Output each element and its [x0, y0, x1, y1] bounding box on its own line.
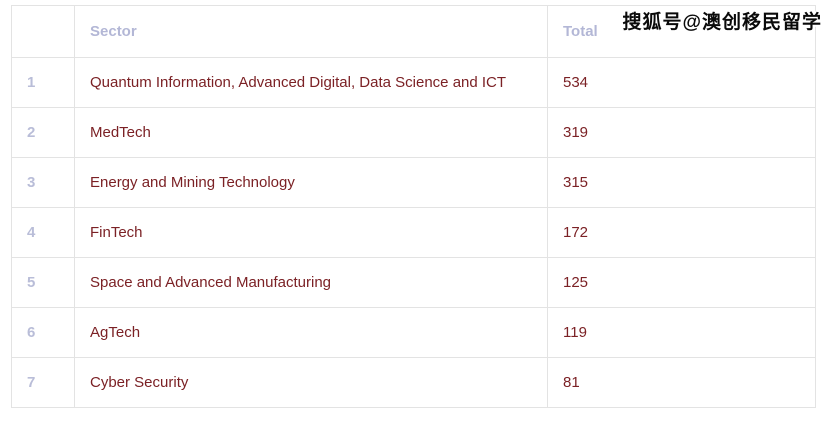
rank-cell: 4	[11, 207, 75, 258]
table-row: 5 Space and Advanced Manufacturing 125	[11, 257, 816, 308]
table-row: 6 AgTech 119	[11, 307, 816, 358]
sector-cell: Quantum Information, Advanced Digital, D…	[74, 57, 548, 108]
rank-cell: 5	[11, 257, 75, 308]
sector-cell: Cyber Security	[74, 357, 548, 408]
total-cell: 315	[547, 157, 816, 208]
sector-cell: Space and Advanced Manufacturing	[74, 257, 548, 308]
sector-totals-table: Sector Total 1 Quantum Information, Adva…	[11, 5, 816, 408]
total-cell: 319	[547, 107, 816, 158]
sector-totals-table-container: Sector Total 1 Quantum Information, Adva…	[11, 5, 816, 408]
sector-cell: AgTech	[74, 307, 548, 358]
rank-cell: 1	[11, 57, 75, 108]
rank-cell: 7	[11, 357, 75, 408]
sector-cell: Energy and Mining Technology	[74, 157, 548, 208]
table-row: 2 MedTech 319	[11, 107, 816, 158]
sector-cell: FinTech	[74, 207, 548, 258]
total-cell: 81	[547, 357, 816, 408]
total-cell: 534	[547, 57, 816, 108]
table-row: 4 FinTech 172	[11, 207, 816, 258]
rank-cell: 3	[11, 157, 75, 208]
rank-cell: 2	[11, 107, 75, 158]
table-row: 7 Cyber Security 81	[11, 357, 816, 408]
sohu-watermark: 搜狐号@澳创移民留学	[622, 12, 822, 33]
col-header-rank	[11, 5, 75, 58]
table-row: 3 Energy and Mining Technology 315	[11, 157, 816, 208]
total-cell: 119	[547, 307, 816, 358]
table-row: 1 Quantum Information, Advanced Digital,…	[11, 57, 816, 108]
total-cell: 172	[547, 207, 816, 258]
total-cell: 125	[547, 257, 816, 308]
sector-cell: MedTech	[74, 107, 548, 158]
rank-cell: 6	[11, 307, 75, 358]
col-header-sector: Sector	[74, 5, 548, 58]
